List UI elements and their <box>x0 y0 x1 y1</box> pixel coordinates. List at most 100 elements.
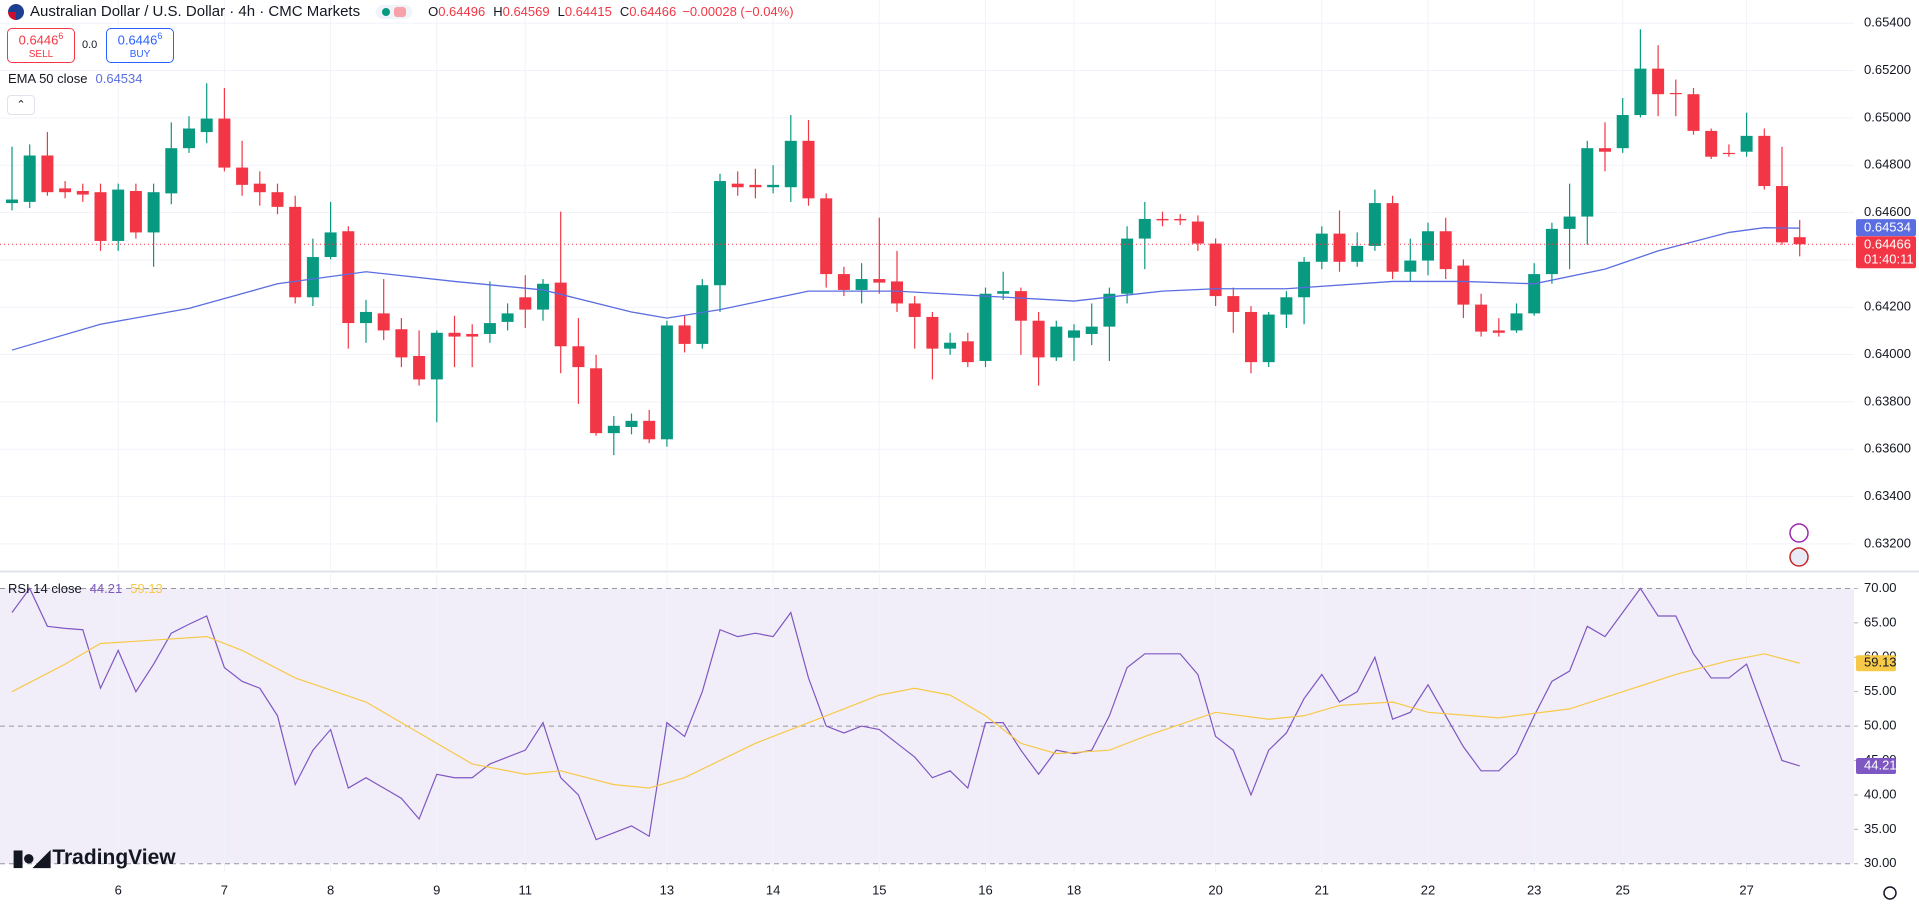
candle-body <box>395 329 408 358</box>
settings-icon <box>1883 886 1897 900</box>
spread: 0.0 <box>82 39 98 51</box>
x-tick-label: 18 <box>1067 882 1081 897</box>
ema-tag-label: 0.64534 <box>1864 220 1911 235</box>
rsi-line <box>11 587 1800 841</box>
candle-body <box>643 420 656 440</box>
ohlc-value: 0.64496 <box>438 4 486 19</box>
ohlc-value: 0.64466 <box>629 4 677 19</box>
candle-body <box>183 128 195 149</box>
candle-body <box>1032 320 1045 358</box>
rsi-tag-label: 44.21 <box>1864 757 1897 772</box>
ema-legend-name: EMA 50 close <box>8 71 88 86</box>
ohlc-item: L0.64415 <box>558 4 612 19</box>
alert-icon <box>1789 523 1809 543</box>
candle-body <box>271 192 284 207</box>
x-tick-label: 22 <box>1421 882 1435 897</box>
candle-body <box>1245 311 1257 363</box>
candle-body <box>784 140 797 188</box>
candle-body <box>6 199 18 204</box>
symbol-title[interactable]: Australian Dollar / U.S. Dollar · 4h · C… <box>30 3 361 20</box>
x-tick-label: 20 <box>1208 882 1222 897</box>
candle-body <box>660 325 673 440</box>
candle-body <box>59 188 72 193</box>
rsi-ma-tag-label: 59.13 <box>1864 655 1897 670</box>
candle-body <box>1776 186 1788 243</box>
calendar-icon <box>1789 547 1809 567</box>
candle-body <box>377 313 390 331</box>
rsi-tick-label: 30.00 <box>1864 855 1897 870</box>
candle-body <box>236 167 249 185</box>
logo[interactable]: ▮●◢ TradingView <box>12 845 176 871</box>
sell-button[interactable]: 0.64466 SELL <box>7 28 75 63</box>
candle-body <box>837 274 850 290</box>
rsi-tag <box>1856 757 1896 774</box>
candle-body <box>1068 330 1080 338</box>
rsi-tick-label: 35.00 <box>1864 821 1897 836</box>
candle-body <box>112 189 125 241</box>
y-tick-label: 0.65000 <box>1864 109 1911 124</box>
candle-body <box>1563 216 1576 229</box>
ema-tag <box>1856 219 1916 237</box>
candle-body <box>253 183 266 193</box>
rsi-legend[interactable]: RSI 14 close 44.21 59.13 <box>8 581 163 596</box>
buy-button[interactable]: 0.64466 BUY <box>106 28 174 63</box>
candle-body <box>1209 243 1222 297</box>
ema-legend[interactable]: EMA 50 close 0.64534 <box>8 71 143 86</box>
candle-body <box>23 155 36 202</box>
candle-body <box>944 342 957 349</box>
candle-body <box>537 283 549 310</box>
logo-text: TradingView <box>52 846 176 869</box>
candle-body <box>1599 148 1611 152</box>
y-tick-label: 0.63200 <box>1864 535 1911 550</box>
candle-body <box>1174 218 1187 221</box>
candle-body <box>1368 203 1381 246</box>
candle-body <box>572 346 585 368</box>
buy-label: BUY <box>129 48 151 60</box>
candle-body <box>1014 291 1027 321</box>
candle-body <box>147 192 160 233</box>
candle-body <box>997 291 1010 294</box>
sell-label: SELL <box>28 48 54 60</box>
candle-body <box>961 341 974 363</box>
x-tick-label: 15 <box>872 882 886 897</box>
market-status[interactable] <box>376 4 413 19</box>
y-tick-label: 0.64200 <box>1864 299 1911 314</box>
candle-body <box>1475 304 1488 332</box>
symbol-header: Australian Dollar / U.S. Dollar · 4h · C… <box>8 3 794 20</box>
ohlc-value: 0.64569 <box>502 4 550 19</box>
y-tick-label: 0.63600 <box>1864 441 1911 456</box>
collapse-button[interactable]: ⌃ <box>7 95 35 115</box>
y-tick-label: 0.65400 <box>1864 15 1911 30</box>
x-tick-label: 27 <box>1739 882 1753 897</box>
candle-body <box>891 281 903 304</box>
candle-body <box>1050 326 1063 358</box>
sell-price: 0.64466 <box>18 31 64 48</box>
y-tick-label: 0.65200 <box>1864 62 1911 77</box>
ema-legend-value: 0.64534 <box>95 71 143 86</box>
candle-body <box>1298 261 1311 298</box>
candle-body <box>873 279 886 283</box>
rsi-tick-label: 65.00 <box>1864 614 1897 629</box>
ohlc-key: C <box>619 4 630 19</box>
candle-body <box>1156 218 1169 221</box>
candle-body <box>1280 297 1293 315</box>
candle-body <box>501 313 514 322</box>
candle-body <box>94 192 107 241</box>
candle-body <box>1457 265 1470 305</box>
rsi-ma-tag <box>1856 655 1896 672</box>
candle-body <box>802 140 815 199</box>
candle-body <box>324 232 337 258</box>
candle-body <box>607 425 620 434</box>
ohlc-key: L <box>557 4 565 19</box>
candle-body <box>218 118 231 168</box>
candle-body <box>1705 130 1718 157</box>
candle-body <box>714 181 726 286</box>
candle-body <box>855 279 868 290</box>
candle-body <box>1758 135 1771 187</box>
y-tick-label: 0.64000 <box>1864 346 1911 361</box>
candle-body <box>76 191 89 195</box>
x-tick-label: 25 <box>1615 882 1629 897</box>
candle-body <box>1315 233 1328 262</box>
rsi-legend-value: 44.21 <box>89 581 123 596</box>
